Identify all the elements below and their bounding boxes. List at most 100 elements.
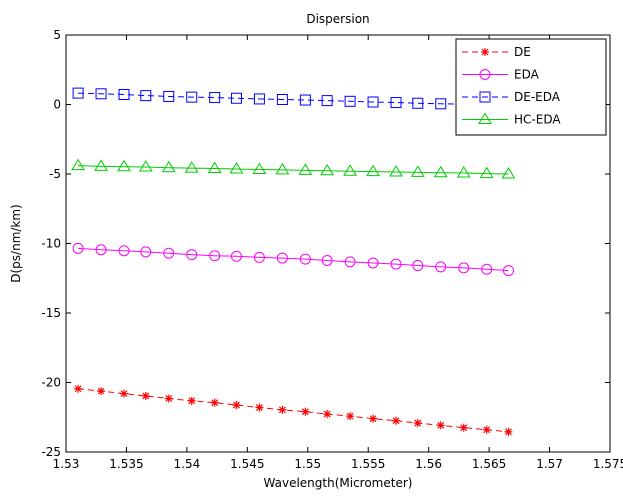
y-tick-label: -15 — [41, 306, 61, 320]
data-point-hc-eda — [117, 159, 131, 172]
data-point-eda — [412, 259, 424, 271]
series-line-eda — [78, 247, 509, 272]
data-point-hc-eda — [456, 166, 471, 178]
x-tick-label: 1.56 — [415, 457, 442, 471]
data-point-hc-eda — [229, 162, 244, 174]
data-point-eda — [209, 250, 221, 262]
x-tick-label: 1.555 — [351, 457, 385, 471]
data-point-hc-eda — [252, 162, 267, 175]
data-point-de-eda — [118, 88, 130, 100]
y-tick-label: -25 — [41, 445, 61, 459]
data-point-hc-eda — [161, 160, 176, 173]
chart-title: Dispersion — [306, 12, 369, 26]
data-point-de-eda — [390, 97, 402, 109]
data-point-de — [232, 401, 241, 410]
data-point-hc-eda — [184, 161, 199, 173]
series-group — [71, 87, 516, 436]
data-point-eda — [390, 258, 402, 270]
data-point-hc-eda — [366, 164, 380, 177]
x-tick-label: 1.565 — [472, 457, 506, 471]
data-point-de-eda — [276, 93, 288, 105]
data-point-de-eda — [163, 90, 175, 102]
legend-marker — [479, 69, 491, 80]
data-point-de — [504, 427, 513, 436]
data-point-hc-eda — [71, 158, 85, 171]
data-point-de — [346, 412, 355, 421]
data-point-eda — [140, 246, 152, 258]
data-point-de — [120, 389, 129, 398]
data-point-eda — [435, 261, 447, 273]
x-tick-label: 1.535 — [109, 457, 143, 471]
data-point-de — [97, 387, 106, 396]
series-de — [74, 384, 513, 436]
series-line-de-eda — [78, 92, 509, 106]
legend: DE EDA DE-EDA HC-EDA — [455, 38, 607, 136]
data-point-eda — [95, 244, 107, 256]
data-point-hc-eda — [275, 162, 290, 175]
y-tick-label: -10 — [41, 237, 61, 251]
x-tick-label: 1.545 — [230, 457, 264, 471]
data-point-hc-eda — [138, 160, 153, 172]
data-point-de — [278, 405, 287, 414]
data-point-eda — [118, 245, 130, 257]
data-point-eda — [299, 253, 311, 265]
data-point-de-eda — [230, 92, 242, 104]
series-hc-eda — [71, 158, 516, 179]
data-point-de-eda — [344, 95, 356, 107]
data-point-de — [74, 384, 83, 393]
data-point-de-eda — [321, 95, 333, 107]
data-point-de — [413, 419, 422, 428]
data-point-de-eda — [435, 98, 447, 110]
data-point-de-eda — [72, 87, 84, 99]
data-point-de-eda — [95, 88, 107, 100]
series-eda — [72, 242, 514, 277]
y-tick-label: -20 — [41, 376, 61, 390]
x-tick-label: 1.53 — [53, 457, 80, 471]
legend-label: DE-EDA — [514, 90, 561, 104]
data-point-de — [436, 421, 445, 430]
legend-marker — [478, 112, 492, 124]
y-tick-label: -5 — [49, 167, 61, 181]
data-point-eda — [186, 249, 198, 261]
data-point-de-eda — [186, 91, 198, 103]
data-point-hc-eda — [207, 161, 222, 173]
data-point-de — [392, 416, 401, 425]
y-tick-label: 5 — [53, 28, 61, 42]
data-point-de-eda — [412, 97, 424, 109]
data-point-de — [301, 407, 310, 416]
y-axis-label: D(ps/nm/km) — [9, 204, 23, 283]
data-point-hc-eda — [298, 163, 313, 175]
data-point-hc-eda — [433, 165, 448, 178]
legend-label: EDA — [514, 68, 540, 82]
data-point-hc-eda — [501, 167, 516, 179]
x-tick-label: 1.575 — [593, 457, 623, 471]
data-point-de-eda — [299, 94, 311, 106]
data-point-de-eda — [209, 92, 221, 104]
data-point-de-eda — [140, 90, 152, 102]
data-point-hc-eda — [389, 165, 403, 177]
data-point-hc-eda — [320, 163, 335, 176]
data-point-de — [482, 425, 491, 434]
data-point-de — [187, 396, 196, 405]
data-point-de — [164, 394, 173, 403]
legend-label: HC-EDA — [514, 113, 561, 127]
x-tick-label: 1.55 — [294, 457, 321, 471]
legend-marker — [479, 91, 491, 103]
data-point-hc-eda — [94, 159, 108, 171]
axis-ticks: 1.53 1.535 1.54 1.545 1.55 1.555 1.56 1.565 1.57… — [41, 28, 623, 471]
legend-item-de: DE — [462, 45, 531, 59]
data-point-eda — [502, 265, 514, 277]
data-point-eda — [276, 252, 288, 264]
data-point-eda — [458, 262, 470, 274]
data-point-de — [255, 403, 264, 412]
data-point-eda — [72, 242, 84, 254]
data-point-eda — [230, 250, 242, 262]
y-tick-label: 0 — [53, 98, 61, 112]
data-point-de — [210, 398, 219, 407]
x-tick-label: 1.54 — [174, 457, 201, 471]
x-axis-label: Wavelength(Micrometer) — [264, 476, 413, 490]
data-point-hc-eda — [343, 164, 357, 176]
data-point-de-eda — [253, 93, 265, 105]
